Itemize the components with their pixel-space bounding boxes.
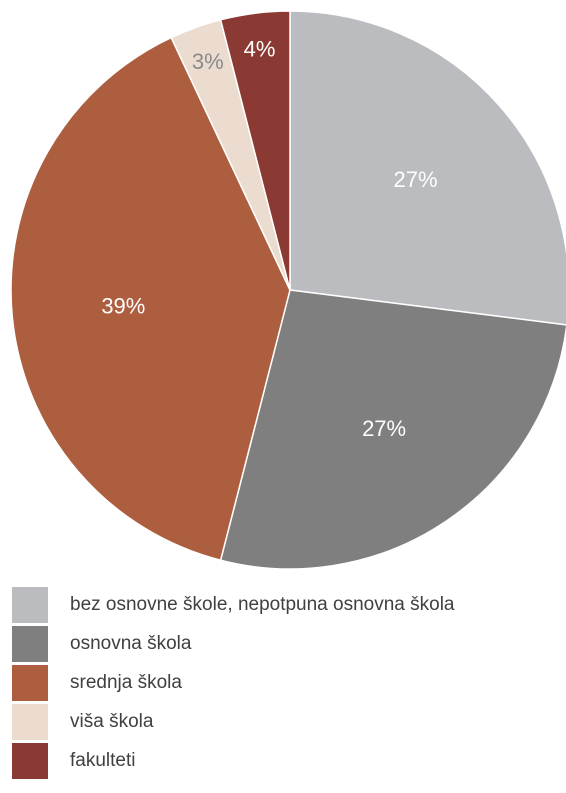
pie-slice-labels: 27% 27% 39% 3% 4%	[101, 37, 437, 441]
legend-swatch	[12, 743, 48, 779]
pie-slices	[10, 10, 566, 570]
legend-label: fakulteti	[70, 750, 136, 771]
pie-slice-fakulteti	[219, 10, 291, 291]
legend-item-osnovna-skola: osnovna škola	[12, 626, 562, 662]
legend-swatch	[12, 665, 48, 701]
pie-slice-osnovna-skola	[219, 289, 566, 570]
slice-value-label-bez-osnovne-skole: 27%	[394, 167, 438, 192]
slice-value-label-fakulteti: 4%	[244, 37, 276, 62]
legend-swatch	[12, 704, 48, 740]
legend-label: viša škola	[70, 711, 154, 732]
legend-item-visa-skola: viša škola	[12, 704, 562, 740]
legend-item-fakulteti: fakulteti	[12, 743, 562, 779]
slice-value-label-osnovna-skola: 27%	[362, 416, 406, 441]
legend-swatch	[12, 626, 48, 662]
pie-slice-srednja-skola	[10, 36, 291, 561]
legend-label: osnovna škola	[70, 633, 192, 654]
pie-slice-bez-osnovne-skole	[289, 10, 566, 326]
legend-item-srednja-skola: srednja škola	[12, 665, 562, 701]
pie-chart: 27% 27% 39% 3% 4%	[10, 10, 566, 570]
legend-swatch	[12, 587, 48, 623]
chart-legend: bez osnovne škole, nepotpuna osnovna ško…	[12, 587, 562, 782]
slice-value-label-visa-skola: 3%	[192, 49, 224, 74]
slice-value-label-srednja-skola: 39%	[101, 293, 145, 318]
legend-label: srednja škola	[70, 672, 182, 693]
legend-label: bez osnovne škole, nepotpuna osnovna ško…	[70, 594, 455, 615]
legend-item-bez-osnovne-skole: bez osnovne škole, nepotpuna osnovna ško…	[12, 587, 562, 623]
